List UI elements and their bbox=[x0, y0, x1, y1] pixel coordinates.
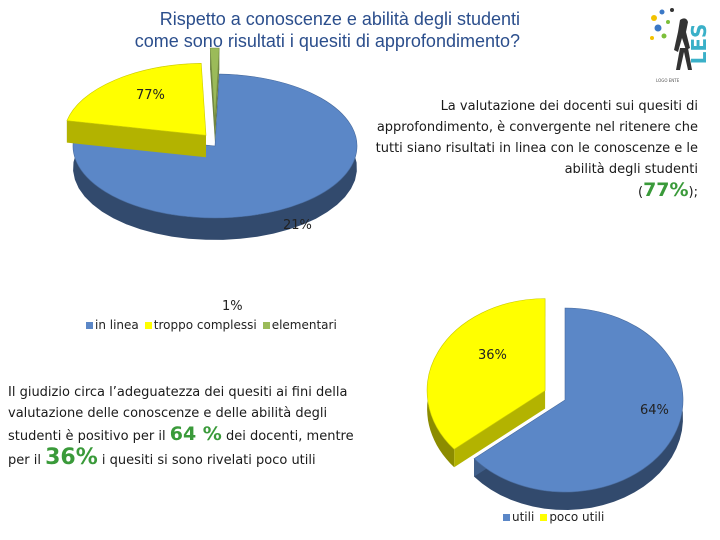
legend-label-in-linea: in linea bbox=[95, 318, 139, 332]
title-line-1: Rispetto a conoscenze e abilità degli st… bbox=[159, 9, 520, 29]
pie-slice-poco-utili bbox=[426, 298, 546, 468]
pie2-label-poco-utili: 36% bbox=[478, 348, 507, 363]
left-highlight-value-1: 64 % bbox=[169, 423, 222, 445]
pie-slice-top bbox=[426, 298, 546, 450]
pie1-label-troppo-complessi: 21% bbox=[283, 218, 312, 233]
legend-swatch-poco-utili bbox=[540, 513, 548, 521]
pie1-legend: in linea troppo complessi elementari bbox=[80, 318, 337, 332]
right-open-paren: ( bbox=[637, 185, 644, 200]
pie-slice-wall bbox=[66, 120, 206, 158]
pie2-label-utili: 64% bbox=[640, 403, 669, 418]
left-description: Il giudizio circa l’adeguatezza dei ques… bbox=[8, 382, 368, 471]
pie-slice-top bbox=[473, 307, 684, 493]
legend-swatch-troppo-complessi bbox=[144, 321, 152, 329]
les-logo-icon: LES LOGO ENTE bbox=[650, 8, 711, 83]
right-close-paren: ); bbox=[688, 185, 698, 200]
pie-slice-elementari bbox=[209, 47, 220, 143]
legend-label-utili: utili bbox=[512, 510, 535, 524]
pie-slice-top bbox=[72, 73, 358, 219]
pie1-label-in-linea: 77% bbox=[136, 88, 165, 103]
pie-slice-wall bbox=[210, 48, 215, 143]
right-description: La valutazione dei docenti sui quesiti d… bbox=[360, 96, 698, 203]
pie2-legend: utili poco utili bbox=[497, 510, 604, 524]
legend-swatch-utili bbox=[503, 513, 510, 521]
legend-label-poco-utili: poco utili bbox=[549, 510, 605, 524]
logo-text: LES bbox=[687, 24, 711, 65]
pie-slice-wall bbox=[214, 48, 220, 143]
slide-title: Rispetto a conoscenze e abilità degli st… bbox=[0, 8, 520, 52]
left-text-part-1: Il giudizio circa l’adeguatezza dei ques… bbox=[8, 385, 348, 444]
legend-swatch-in-linea bbox=[86, 321, 93, 329]
legend-label-elementari: elementari bbox=[271, 318, 337, 332]
pie-slice-wall bbox=[454, 390, 546, 468]
right-highlight-value: 77% bbox=[643, 179, 689, 201]
pie-slice-top bbox=[209, 47, 220, 121]
logo-caption: LOGO ENTE bbox=[656, 78, 680, 83]
right-description-text: La valutazione dei docenti sui quesiti d… bbox=[375, 99, 698, 177]
left-text-part-3: i quesiti si sono rivelati poco utili bbox=[101, 453, 316, 468]
legend-label-troppo-complessi: troppo complessi bbox=[153, 318, 257, 332]
pie-slice-utili bbox=[473, 307, 684, 510]
pie1-label-elementari: 1% bbox=[222, 299, 243, 314]
left-highlight-value-2: 36% bbox=[45, 445, 98, 470]
pie-slice-troppo-complessi bbox=[66, 63, 207, 158]
title-line-2: come sono risultati i quesiti di approfo… bbox=[134, 31, 520, 51]
pie-slice-side bbox=[474, 308, 683, 510]
legend-swatch-elementari bbox=[262, 321, 270, 329]
pie-slice-top bbox=[66, 63, 207, 136]
left-text-part-2: dei docenti, mentre per il bbox=[8, 429, 354, 468]
